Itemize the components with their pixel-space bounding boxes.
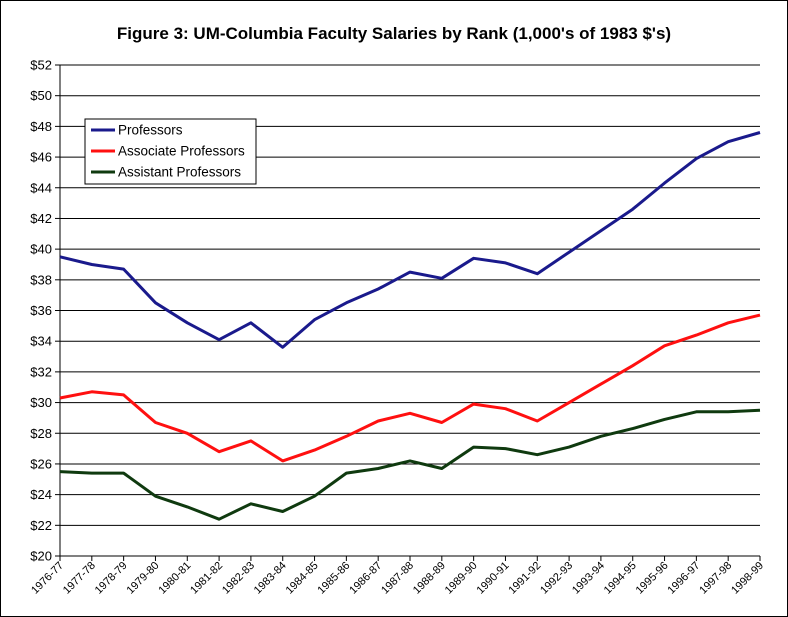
x-tick-label: 1993-94 xyxy=(570,560,607,597)
y-tick-label: $38 xyxy=(30,272,52,287)
x-tick-label: 1985-86 xyxy=(315,560,352,597)
y-tick-label: $46 xyxy=(30,150,52,165)
y-tick-label: $26 xyxy=(30,456,52,471)
x-tick-label: 1983-84 xyxy=(252,560,289,597)
x-tick-label: 1979-80 xyxy=(125,560,162,597)
series-lines xyxy=(59,131,761,521)
x-tick-label: 1987-88 xyxy=(379,560,416,597)
x-tick-label: 1980-81 xyxy=(156,560,193,597)
x-tick-label: 1978-79 xyxy=(93,560,130,597)
x-tick-label: 1998-99 xyxy=(729,560,766,597)
legend-label: Associate Professors xyxy=(118,144,245,159)
legend-label: Professors xyxy=(118,123,183,138)
y-tick-label: $22 xyxy=(30,518,52,533)
series-line xyxy=(59,131,761,349)
x-tick-label: 1976-77 xyxy=(29,560,66,597)
y-tick-label: $28 xyxy=(30,426,52,441)
y-tick-label: $40 xyxy=(30,242,52,257)
series-line xyxy=(59,408,761,521)
y-tick-label: $50 xyxy=(30,88,52,103)
x-tick-label: 1982-83 xyxy=(220,560,257,597)
legend-label: Assistant Professors xyxy=(118,165,241,180)
x-tick-label: 1981-82 xyxy=(188,560,225,597)
x-tick-label: 1988-89 xyxy=(411,560,448,597)
x-tick-label: 1989-90 xyxy=(443,560,480,597)
y-tick-label: $24 xyxy=(30,487,52,502)
x-tick-label: 1984-85 xyxy=(284,560,321,597)
chart-title: Figure 3: UM-Columbia Faculty Salaries b… xyxy=(117,24,671,43)
y-tick-label: $52 xyxy=(30,58,52,73)
y-tick-label: $36 xyxy=(30,303,52,318)
x-tick-label: 1994-95 xyxy=(602,560,639,597)
x-tick-label: 1996-97 xyxy=(665,560,702,597)
y-tick-label: $30 xyxy=(30,395,52,410)
series-line xyxy=(59,313,761,463)
y-tick-label: $20 xyxy=(30,549,52,564)
y-tick-labels: $20 $22 $24 $26 $28 $30 $32 $34 $36 $38 $40 $42 $44 $… xyxy=(30,58,52,564)
x-tick-label: 1997-98 xyxy=(697,560,734,597)
x-tick-label: 1986-87 xyxy=(347,560,384,597)
y-tick-label: $48 xyxy=(30,119,52,134)
y-tick-label: $32 xyxy=(30,364,52,379)
axes xyxy=(55,64,761,561)
x-tick-label: 1990-91 xyxy=(475,560,512,597)
x-tick-label: 1992-93 xyxy=(538,560,575,597)
legend: Professors Associate Professors Assistant … xyxy=(84,118,257,185)
y-tick-label: $44 xyxy=(30,180,52,195)
x-tick-label: 1977-78 xyxy=(61,560,98,597)
x-tick-label: 1995-96 xyxy=(634,560,671,597)
x-tick-label: 1991-92 xyxy=(506,560,543,597)
x-tick-labels: 1976-771977-781978-791979-801980-811981-… xyxy=(29,560,766,597)
y-tick-label: $34 xyxy=(30,334,52,349)
y-tick-label: $42 xyxy=(30,211,52,226)
